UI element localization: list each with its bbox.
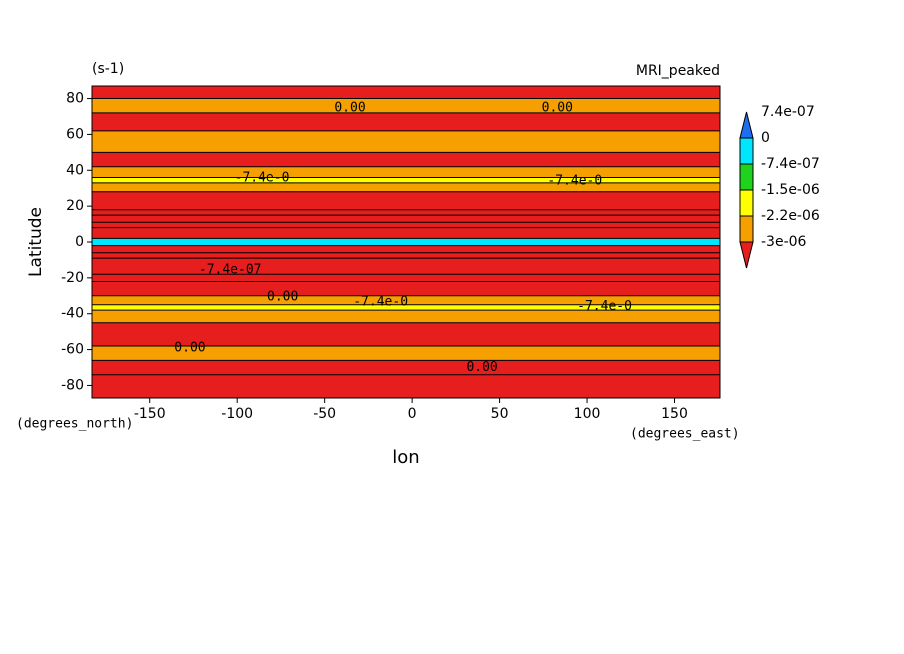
colorbar-box: [739, 163, 754, 191]
contour-band: [92, 86, 720, 99]
contour-band: [92, 130, 720, 153]
contour-band: [92, 295, 720, 305]
contour-band: [92, 177, 720, 183]
colorbar-box: [739, 137, 754, 165]
y-tick-label: -80: [61, 377, 84, 393]
y-tick-label: 60: [66, 126, 84, 142]
colorbar-label: 0: [761, 130, 770, 146]
x-tick-label: 0: [408, 406, 417, 422]
contour-label: 0.00: [466, 360, 497, 375]
contour-band: [92, 310, 720, 323]
contour-band: [92, 227, 720, 239]
x-tick-label: 50: [491, 406, 509, 422]
x-tick-label: -100: [221, 406, 253, 422]
colorbar-label: 7.4e-07: [761, 104, 815, 120]
y-tick-label: 20: [66, 198, 84, 214]
contour-band: [92, 360, 720, 375]
y-tick-label: -20: [61, 270, 84, 286]
x-tick-label: -150: [134, 406, 166, 422]
contour-band: [92, 166, 720, 178]
contour-band: [92, 374, 720, 398]
contour-band: [92, 281, 720, 296]
contour-band: [92, 322, 720, 346]
contour-band: [92, 191, 720, 210]
contour-band: [92, 112, 720, 131]
y-tick-label: 0: [75, 234, 84, 250]
contour-band: [92, 209, 720, 216]
chart-subtitle: (s-1): [92, 61, 124, 77]
contour-label: -7.4e-0: [547, 174, 602, 189]
chart-title: MRI_peaked: [636, 63, 720, 79]
x-tick-label: 150: [661, 406, 688, 422]
contour-label: -7.4e-0: [353, 295, 408, 310]
colorbar-triangle: [739, 241, 754, 269]
contour-band: [92, 215, 720, 223]
contour-band: [92, 346, 720, 361]
colorbar-box: [739, 215, 754, 243]
y-tick-label: -60: [61, 342, 84, 358]
contour-label: 0.00: [334, 101, 365, 116]
colorbar-box: [739, 189, 754, 217]
colorbar-label: -1.5e-06: [761, 182, 820, 198]
y-unit: (degrees_north): [16, 417, 133, 432]
contour-label: -7.4e-0: [577, 299, 632, 314]
contour-band: [92, 274, 720, 282]
contour-label: 0.00: [542, 101, 573, 116]
contour-band: [92, 182, 720, 192]
contour-band: [92, 245, 720, 253]
contour-label: -7.4e-0: [235, 170, 290, 185]
colorbar-label: -3e-06: [761, 234, 807, 250]
colorbar-label: -2.2e-06: [761, 208, 820, 224]
x-unit: (degrees_east): [630, 427, 740, 442]
x-tick-label: 100: [574, 406, 601, 422]
y-tick-label: 40: [66, 162, 84, 178]
contour-band: [92, 98, 720, 113]
contour-band: [92, 304, 720, 311]
y-tick-label: -40: [61, 306, 84, 322]
contour-band: [92, 252, 720, 259]
x-tick-label: -50: [313, 406, 336, 422]
y-tick-label: 80: [66, 91, 84, 107]
contour-band: [92, 222, 720, 228]
y-axis-label: Latitude: [26, 207, 46, 277]
colorbar-label: -7.4e-07: [761, 156, 820, 172]
contour-band: [92, 238, 720, 246]
contour-label: 0.00: [174, 340, 205, 355]
contour-band: [92, 258, 720, 275]
contour-label: 0.00: [267, 290, 298, 305]
x-axis-label: lon: [392, 447, 419, 468]
contour-band: [92, 152, 720, 167]
contour-label: -7.4e-07: [199, 262, 262, 277]
